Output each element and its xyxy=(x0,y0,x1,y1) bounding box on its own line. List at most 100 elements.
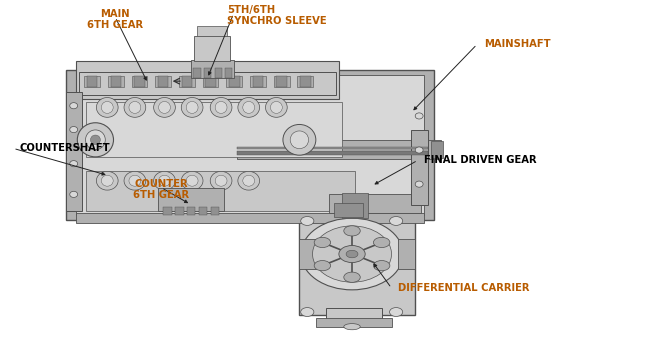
Ellipse shape xyxy=(390,308,403,316)
Ellipse shape xyxy=(238,172,259,190)
Text: 5TH/6TH
SYNCHRO SLEEVE: 5TH/6TH SYNCHRO SLEEVE xyxy=(227,5,326,26)
Ellipse shape xyxy=(374,237,390,248)
Bar xyxy=(299,215,415,315)
Bar xyxy=(86,170,355,211)
Bar xyxy=(334,203,363,217)
Ellipse shape xyxy=(339,246,365,263)
Ellipse shape xyxy=(70,127,78,133)
Bar xyxy=(342,193,368,218)
Bar xyxy=(226,76,242,87)
Ellipse shape xyxy=(390,217,403,225)
Bar xyxy=(182,76,192,87)
Text: MAINSHAFT: MAINSHAFT xyxy=(484,39,550,49)
Bar xyxy=(211,207,219,215)
Bar xyxy=(215,68,222,78)
Bar xyxy=(204,68,211,78)
Ellipse shape xyxy=(243,175,255,186)
Bar xyxy=(76,213,424,223)
Ellipse shape xyxy=(415,181,423,187)
Ellipse shape xyxy=(215,175,227,186)
Ellipse shape xyxy=(346,250,358,258)
Ellipse shape xyxy=(96,98,118,117)
Ellipse shape xyxy=(265,98,288,117)
Bar xyxy=(193,68,201,78)
Bar xyxy=(66,70,434,220)
Ellipse shape xyxy=(129,102,141,113)
Bar xyxy=(316,318,392,327)
Bar xyxy=(237,147,428,149)
Bar xyxy=(158,188,224,211)
Bar xyxy=(229,76,240,87)
Ellipse shape xyxy=(154,172,175,190)
Bar xyxy=(274,76,290,87)
Bar xyxy=(299,239,316,269)
Bar xyxy=(76,75,424,215)
Ellipse shape xyxy=(96,172,118,190)
Bar xyxy=(276,76,287,87)
Bar xyxy=(329,194,421,213)
Bar xyxy=(187,207,195,215)
Bar xyxy=(87,76,97,87)
Ellipse shape xyxy=(283,124,316,155)
Ellipse shape xyxy=(86,130,105,150)
Ellipse shape xyxy=(181,98,203,117)
Bar xyxy=(197,26,227,36)
Bar xyxy=(191,60,234,78)
Ellipse shape xyxy=(101,175,113,186)
Ellipse shape xyxy=(415,113,423,119)
Bar xyxy=(108,76,124,87)
Ellipse shape xyxy=(90,135,100,145)
Ellipse shape xyxy=(211,172,232,190)
Bar xyxy=(134,76,145,87)
Ellipse shape xyxy=(343,324,361,330)
Ellipse shape xyxy=(211,98,232,117)
Bar xyxy=(300,76,311,87)
Bar xyxy=(194,36,230,61)
Ellipse shape xyxy=(301,217,314,225)
Ellipse shape xyxy=(129,175,141,186)
Bar xyxy=(111,76,121,87)
Ellipse shape xyxy=(70,161,78,167)
Text: DIFFERENTIAL CARRIER: DIFFERENTIAL CARRIER xyxy=(398,283,530,293)
Bar xyxy=(326,308,382,321)
Ellipse shape xyxy=(243,102,255,113)
Bar xyxy=(199,207,207,215)
Ellipse shape xyxy=(301,308,314,316)
Ellipse shape xyxy=(186,102,198,113)
Bar xyxy=(297,76,313,87)
Bar xyxy=(250,76,266,87)
Bar xyxy=(179,76,195,87)
Ellipse shape xyxy=(343,226,361,236)
Bar xyxy=(253,76,263,87)
Ellipse shape xyxy=(101,102,113,113)
Ellipse shape xyxy=(314,261,330,271)
Ellipse shape xyxy=(70,191,78,197)
Ellipse shape xyxy=(343,272,361,282)
Bar xyxy=(411,130,428,205)
Ellipse shape xyxy=(270,102,282,113)
Ellipse shape xyxy=(238,98,259,117)
Bar xyxy=(398,239,415,269)
Ellipse shape xyxy=(186,175,198,186)
Bar xyxy=(86,102,342,157)
Bar xyxy=(237,140,441,159)
Text: FINAL DRIVEN GEAR: FINAL DRIVEN GEAR xyxy=(424,155,537,165)
Ellipse shape xyxy=(374,261,390,271)
Bar xyxy=(431,141,443,158)
Bar xyxy=(158,76,168,87)
Ellipse shape xyxy=(313,226,392,282)
Bar xyxy=(237,151,428,155)
Ellipse shape xyxy=(301,218,403,290)
Bar xyxy=(132,76,147,87)
Ellipse shape xyxy=(314,237,330,248)
Bar xyxy=(155,76,171,87)
Bar xyxy=(203,76,218,87)
Ellipse shape xyxy=(124,172,145,190)
Bar xyxy=(163,207,172,215)
Ellipse shape xyxy=(181,172,203,190)
Ellipse shape xyxy=(215,102,227,113)
Ellipse shape xyxy=(70,103,78,109)
Ellipse shape xyxy=(290,131,309,149)
Bar xyxy=(205,76,216,87)
Ellipse shape xyxy=(159,102,170,113)
